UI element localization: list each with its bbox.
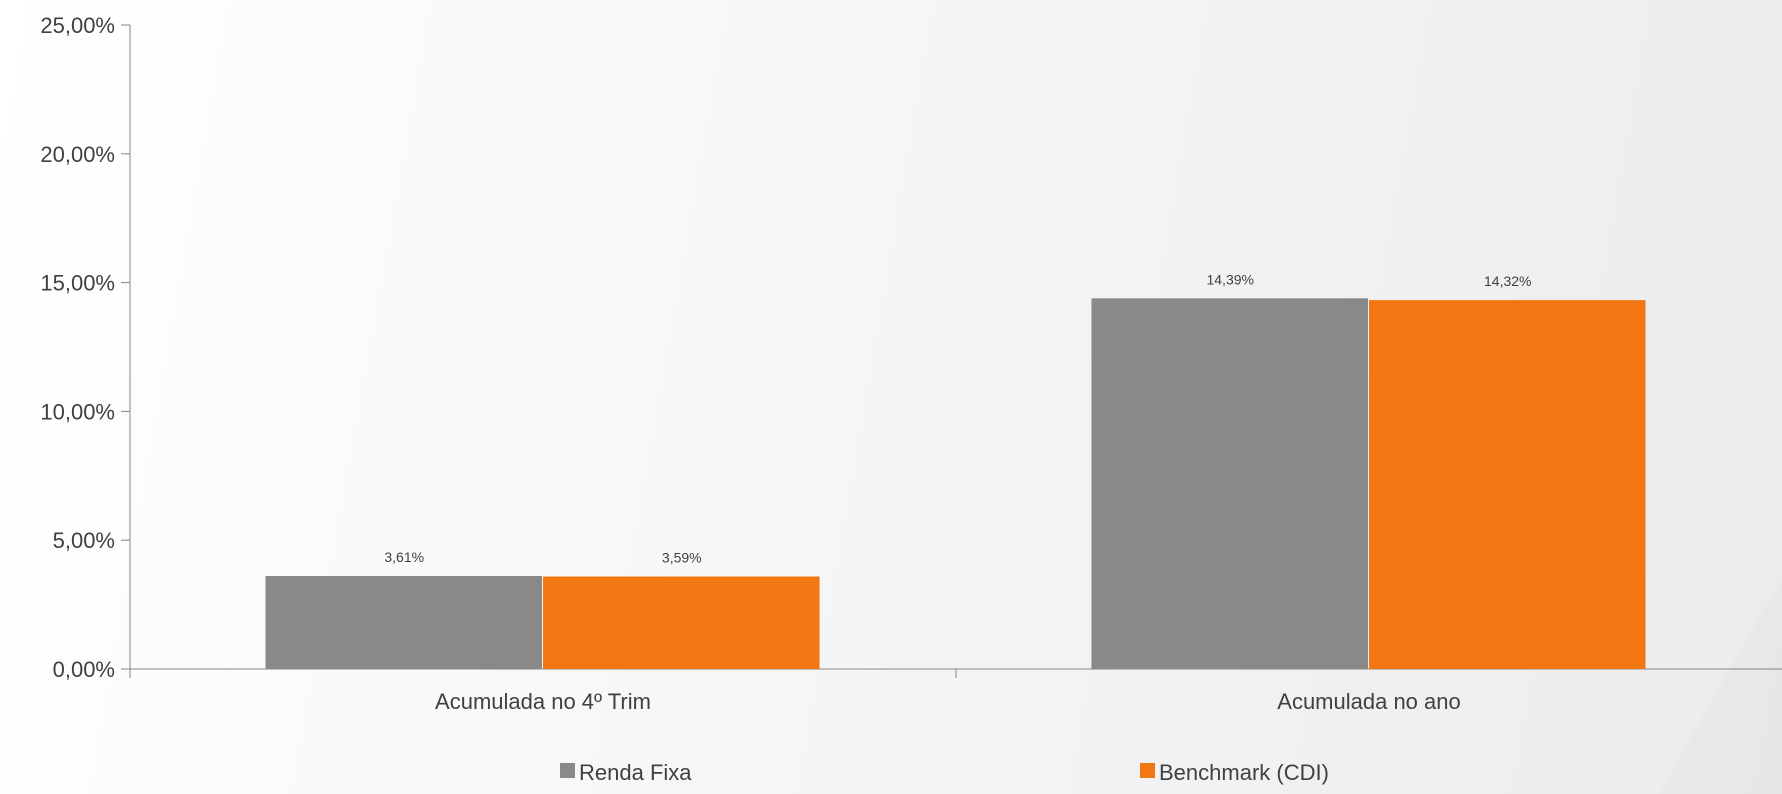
y-tick-label: 20,00%: [40, 142, 115, 167]
legend: Renda Fixa Benchmark (CDI): [560, 760, 1329, 785]
legend-swatch: [1140, 763, 1155, 778]
y-tick-label: 10,00%: [40, 399, 115, 424]
bars: [265, 298, 1646, 669]
x-category-label: Acumulada no ano: [1277, 689, 1460, 714]
bar: [265, 576, 542, 669]
x-category-label: Acumulada no 4º Trim: [435, 689, 651, 714]
bar: [1091, 298, 1368, 669]
legend-label: Benchmark (CDI): [1159, 760, 1329, 785]
y-tick-label: 25,00%: [40, 13, 115, 38]
bar: [1369, 300, 1646, 669]
y-tick-label: 5,00%: [53, 528, 115, 553]
y-tick-label: 15,00%: [40, 271, 115, 296]
data-label: 3,59%: [662, 550, 702, 566]
y-tick-label: 0,00%: [53, 657, 115, 682]
legend-swatch: [560, 763, 575, 778]
x-axis: Acumulada no 4º Trim Acumulada no ano: [129, 668, 1782, 714]
data-label: 14,39%: [1206, 271, 1253, 287]
data-label: 3,61%: [384, 549, 424, 565]
data-label: 14,32%: [1484, 273, 1531, 289]
background-swoosh: [1660, 580, 1782, 794]
bar: [543, 576, 820, 669]
data-labels: 3,61% 3,59% 14,39% 14,32%: [384, 271, 1531, 565]
y-axis: 0,00% 5,00% 10,00% 15,00% 20,00% 25,00%: [40, 13, 131, 682]
legend-label: Renda Fixa: [579, 760, 692, 785]
